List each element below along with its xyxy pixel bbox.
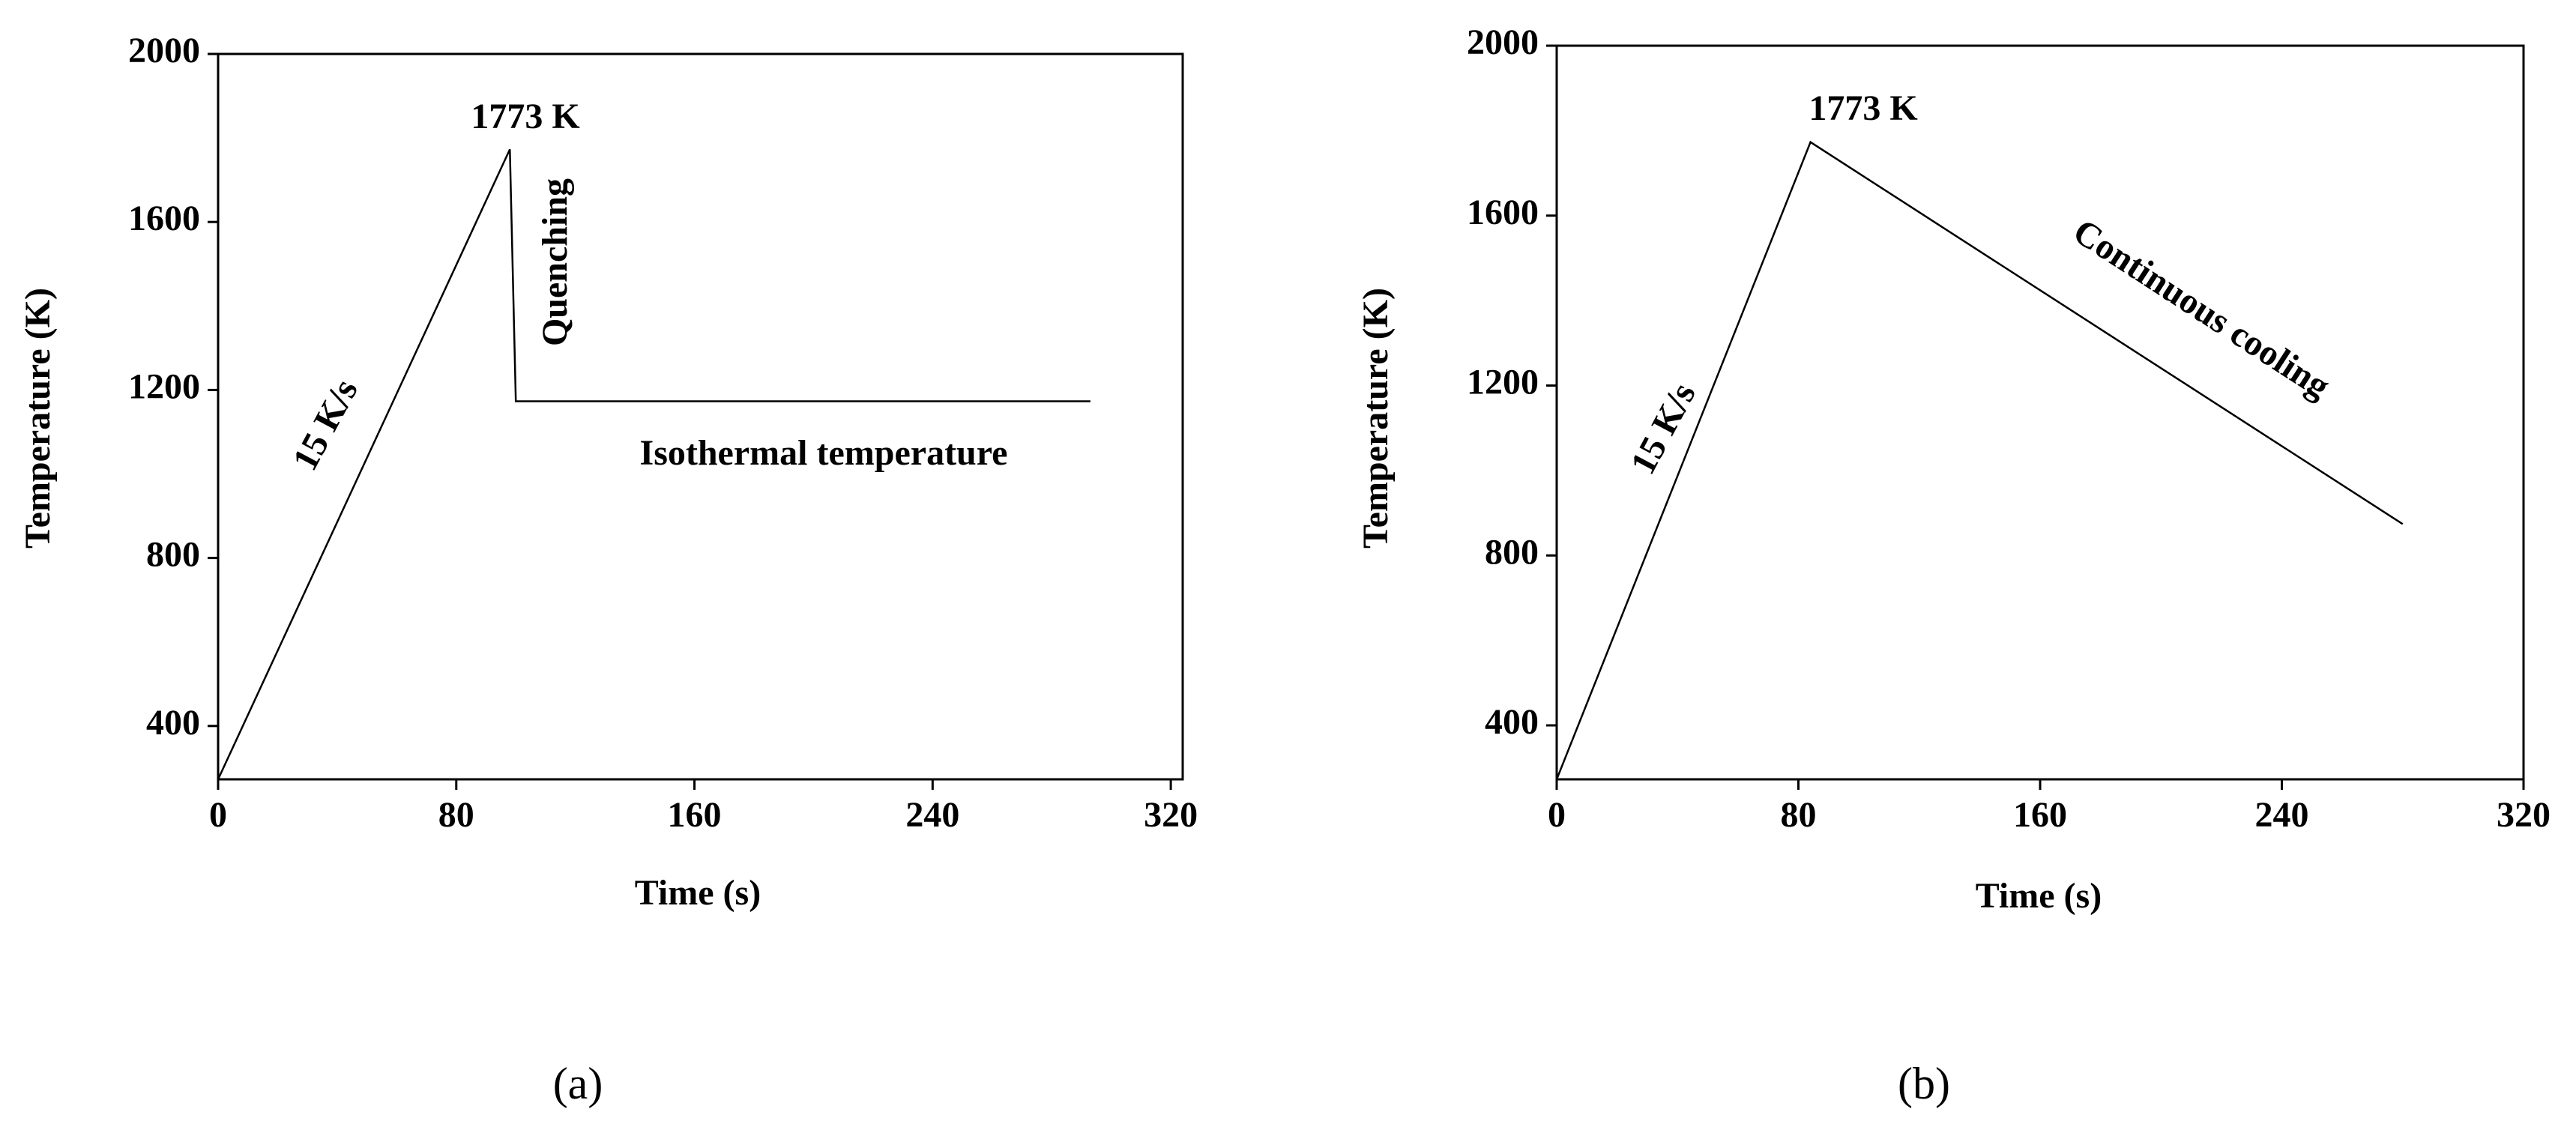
- annotation: Isothermal temperature: [640, 433, 1008, 473]
- y-tick-label: 400: [1485, 702, 1539, 742]
- x-tick-label: 240: [2255, 795, 2309, 835]
- y-tick-label: 1600: [128, 199, 200, 238]
- x-tick-label: 160: [668, 795, 722, 835]
- annotation: 1773 K: [1809, 88, 1917, 128]
- x-tick-label: 320: [1144, 795, 1198, 835]
- y-tick-label: 800: [1485, 532, 1539, 572]
- x-tick-label: 0: [1548, 795, 1566, 835]
- y-tick-label: 1200: [128, 366, 200, 406]
- plot-frame: [217, 52, 1184, 781]
- x-tick-label: 160: [2013, 795, 2067, 835]
- panel-caption: (a): [553, 1059, 603, 1108]
- panel-caption: (b): [1898, 1059, 1950, 1108]
- y-axis-label: Temperature (K): [1356, 288, 1396, 549]
- x-axis-label: Time (s): [635, 873, 761, 913]
- x-tick-label: 80: [1781, 795, 1817, 835]
- data-line: [217, 148, 1091, 780]
- plot-frame: [1555, 44, 2525, 781]
- x-tick-label: 240: [905, 795, 959, 835]
- annotation: 15 K/s: [1623, 376, 1704, 480]
- y-axis-label: Temperature (K): [18, 288, 58, 549]
- y-tick-label: 1200: [1467, 363, 1539, 402]
- y-tick-label: 400: [146, 703, 200, 743]
- x-tick-label: 320: [2497, 795, 2551, 835]
- x-axis-label: Time (s): [1976, 876, 2102, 916]
- annotation: 15 K/s: [285, 372, 366, 477]
- y-tick-label: 2000: [1467, 22, 1539, 62]
- y-tick-label: 800: [146, 535, 200, 575]
- y-tick-label: 2000: [128, 31, 200, 70]
- annotation: 1773 K: [471, 97, 579, 136]
- data-line: [1555, 140, 2404, 780]
- x-tick-label: 0: [209, 795, 227, 835]
- annotation: Quenching: [535, 178, 575, 346]
- y-tick-label: 1600: [1467, 193, 1539, 232]
- x-tick-label: 80: [438, 795, 474, 835]
- annotation: Continuous cooling: [2066, 211, 2337, 406]
